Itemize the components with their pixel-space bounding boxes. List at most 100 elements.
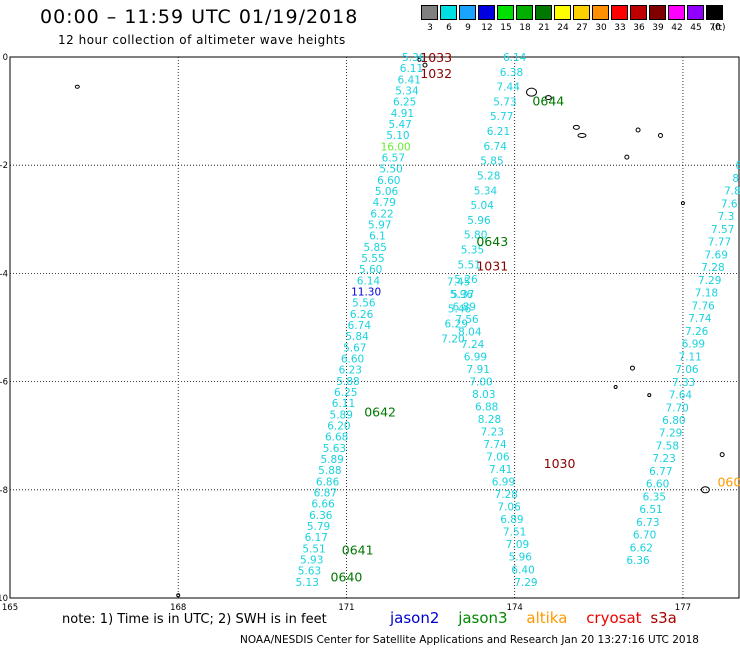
island-outline (417, 57, 422, 62)
wave-height-label: 5.04 (471, 200, 495, 212)
wave-height-label: 5.60 (359, 264, 382, 276)
wave-height-label: 5.89 (330, 409, 353, 421)
wave-height-label: 5.85 (480, 156, 503, 168)
wave-height-label: 7.29 (514, 577, 537, 589)
wave-height-label: 6.1 (369, 231, 386, 243)
footnote: note: 1) Time is in UTC; 2) SWH is in fe… (62, 612, 327, 627)
wave-height-label: 6.74 (348, 320, 372, 332)
wave-height-label: 5.89 (320, 454, 343, 466)
scale-swatch (649, 5, 666, 20)
wave-height-label: 7.51 (503, 527, 526, 539)
wave-height-label: 11.30 (351, 286, 381, 298)
wave-height-label: 7.45 (447, 277, 470, 289)
wave-height-label: 6.89 (453, 302, 476, 314)
wave-height-label: 6.62 (630, 542, 653, 554)
wave-height-label: 6.70 (633, 530, 656, 542)
wave-height-label: 6.99 (464, 352, 487, 364)
wave-height-label: 6.36 (626, 555, 650, 567)
pass-time-label: 1032 (420, 66, 452, 81)
wave-height-label: 7.3 (718, 211, 735, 223)
wave-height-label: 6.60 (646, 479, 669, 491)
legend-jason2: jason2 (390, 609, 440, 627)
wave-height-label: 7.76 (691, 300, 715, 312)
wave-height-label: 6.73 (636, 517, 659, 529)
island-outline (577, 132, 587, 138)
wave-height-label: 7.28 (495, 489, 518, 501)
wave-height-label: 7.28 (701, 262, 724, 274)
scale-swatch (573, 5, 590, 20)
wave-height-label: 5.85 (364, 242, 387, 254)
wave-height-label: 6.40 (511, 564, 534, 576)
x-tick-label: 177 (675, 603, 691, 613)
x-tick-label: 168 (170, 603, 186, 613)
wave-height-label: 6.60 (377, 175, 400, 187)
wave-height-label: 5.96 (450, 289, 474, 301)
wave-height-label: 7.44 (497, 82, 521, 94)
wave-height-label: 7.06 (497, 502, 521, 514)
wave-height-label: 5.96 (467, 215, 491, 227)
wave-height-label: 7.69 (705, 249, 728, 261)
wave-height-label: 6.11 (332, 398, 355, 410)
wave-height-label: 5.51 (302, 543, 325, 555)
wave-height-label: 7.26 (685, 326, 709, 338)
island-outline (613, 385, 618, 390)
scale-swatch (611, 5, 628, 20)
island-outline (700, 486, 710, 494)
wave-height-label: 5.88 (318, 465, 341, 477)
wave-height-label: 5.37 (451, 289, 474, 301)
wave-height-label: 5.63 (323, 443, 346, 455)
scale-swatch (478, 5, 495, 20)
scale-swatch (459, 5, 476, 20)
y-tick-label: -10 (0, 594, 8, 604)
island-outline (719, 452, 725, 458)
scale-label: 9 (465, 23, 471, 33)
scale-unit: (ft) (712, 23, 726, 33)
legend-altika: altika (526, 609, 568, 627)
pass-time-label: 0604 (717, 475, 740, 490)
scale-swatch (516, 5, 533, 20)
y-tick-label: -4 (0, 269, 8, 279)
wave-height-label: 6.14 (357, 275, 381, 287)
wave-height-label: 6.20 (327, 420, 350, 432)
wave-height-label: 6.88 (475, 402, 498, 414)
scale-label: 27 (576, 23, 588, 33)
wave-height-label: 6.86 (316, 476, 340, 488)
wave-height-label: 6.99 (492, 477, 515, 489)
wave-height-label: 6.25 (393, 97, 416, 109)
island-outline (657, 132, 663, 138)
wave-height-label: 5.28 (477, 170, 500, 182)
scale-label: 6 (446, 23, 452, 33)
wave-height-label: 5.93 (300, 554, 323, 566)
scale-label: 70 (709, 23, 721, 33)
wave-height-label: 7.56 (455, 314, 479, 326)
x-tick-label: 171 (338, 603, 354, 613)
wave-height-label: 7.09 (506, 539, 529, 551)
wave-height-label: 5.35 (461, 244, 484, 256)
wave-height-label: 6.74 (484, 141, 508, 153)
wave-height-label: 5.50 (379, 164, 402, 176)
y-tick-label: -8 (0, 486, 8, 496)
wave-height-label: 8.28 (478, 414, 501, 426)
chart-subtitle: 12 hour collection of altimeter wave hei… (58, 33, 346, 47)
wave-height-label: 7.23 (481, 427, 504, 439)
scale-label: 30 (595, 23, 607, 33)
pass-time-label: 1033 (420, 50, 452, 65)
wave-height-label: 7.74 (688, 313, 712, 325)
pass-time-label: 0644 (532, 93, 564, 108)
wave-height-label: 6.36 (309, 510, 333, 522)
wave-height-label: 5.26 (454, 274, 478, 286)
scale-label: 3 (427, 23, 433, 33)
island-outline (544, 95, 552, 101)
wave-height-label: 7.64 (669, 390, 693, 402)
scale-label: 42 (671, 23, 683, 33)
island-outline (680, 201, 685, 206)
wave-height-label: 8 (732, 173, 739, 185)
wave-height-label: 6.23 (339, 365, 362, 377)
wave-height-label: 6.80 (662, 415, 685, 427)
wave-height-label: 5.13 (296, 577, 319, 589)
island-outline (422, 62, 428, 68)
wave-height-label: 4.91 (391, 108, 414, 120)
wave-height-label: 6.17 (305, 532, 328, 544)
wave-height-label: 6.11 (400, 63, 423, 75)
